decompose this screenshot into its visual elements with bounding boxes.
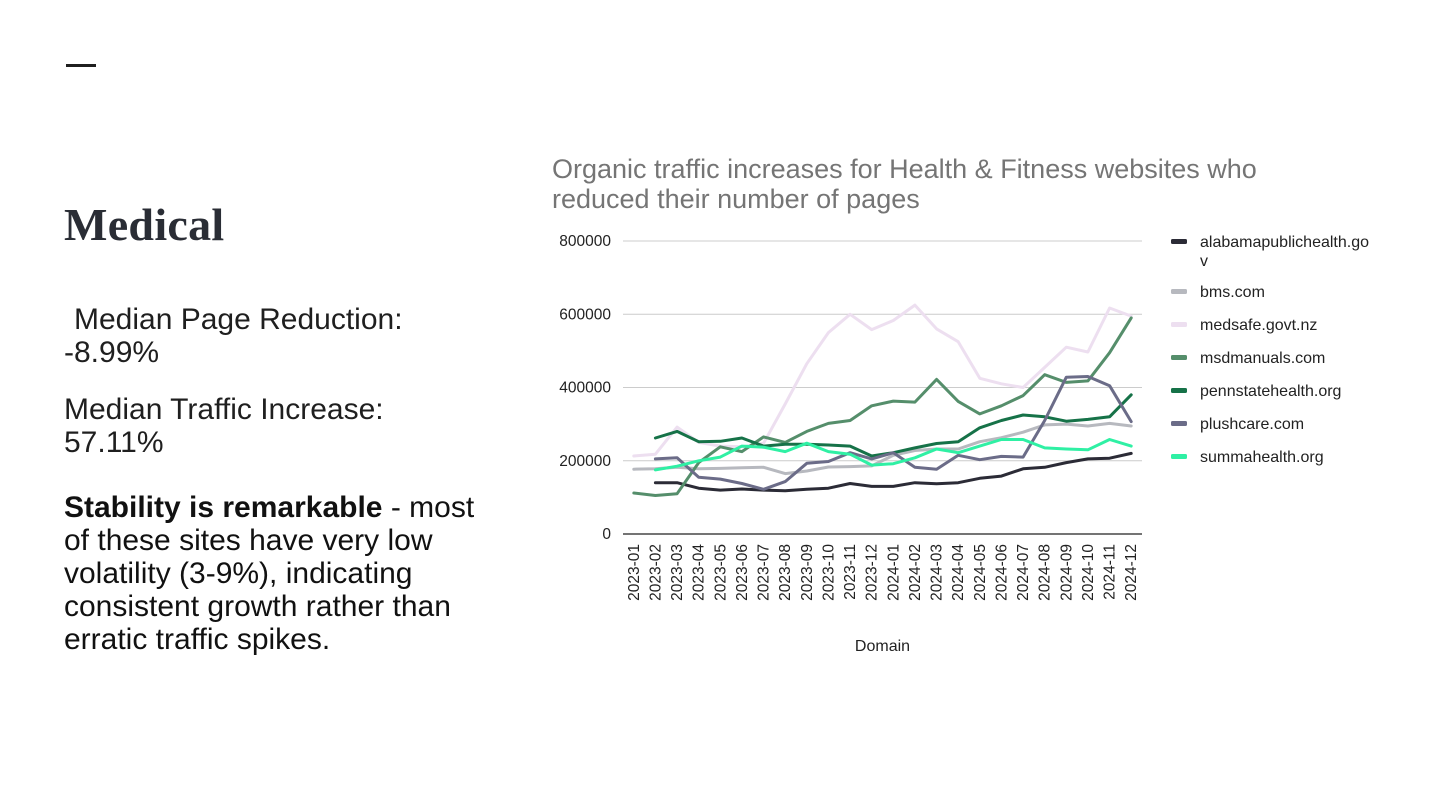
x-tick-label: 2023-02 <box>647 544 664 601</box>
median-traffic-increase: Median Traffic Increase: 57.11% <box>64 393 384 459</box>
x-tick-label: 2023-01 <box>626 544 643 601</box>
median-page-reduction-label: Median Page Reduction: <box>74 303 403 336</box>
median-traffic-increase-value: 57.11% <box>64 426 164 459</box>
y-tick-label: 200000 <box>559 453 611 470</box>
legend-swatch <box>1171 454 1187 459</box>
legend-label: msdmanuals.com <box>1200 350 1325 367</box>
legend-swatch <box>1171 289 1187 294</box>
x-tick-label: 2024-11 <box>1102 544 1119 600</box>
legend-label: pennstatehealth.org <box>1200 383 1341 400</box>
x-tick-label: 2023-03 <box>669 544 686 601</box>
stability-paragraph: Stability is remarkable - most of these … <box>64 491 494 656</box>
legend-label: summahealth.org <box>1200 449 1324 466</box>
x-tick-label: 2023-09 <box>799 544 816 601</box>
legend-label: plushcare.com <box>1200 416 1304 433</box>
x-tick-label: 2024-05 <box>972 544 989 601</box>
x-tick-label: 2023-07 <box>756 544 773 601</box>
x-tick-label: 2023-05 <box>712 544 729 601</box>
series-line <box>632 421 1133 476</box>
x-tick-label: 2023-11 <box>842 544 859 600</box>
legend-swatch <box>1171 322 1187 327</box>
y-tick-label: 600000 <box>559 306 611 323</box>
legend-label: alabamapublichealth.go <box>1200 234 1369 251</box>
x-tick-label: 2024-10 <box>1080 544 1097 601</box>
x-tick-label: 2024-08 <box>1037 544 1054 601</box>
x-tick-label: 2023-12 <box>864 544 881 601</box>
median-page-reduction-value: -8.99% <box>64 336 160 369</box>
median-traffic-increase-label: Median Traffic Increase: <box>64 393 384 426</box>
series-line <box>653 451 1133 493</box>
x-tick-label: 2024-04 <box>950 544 967 601</box>
chart-title-line-1: Organic traffic increases for Health & F… <box>552 154 1257 184</box>
slide-heading: Medical <box>64 199 225 250</box>
title-dash-mark <box>66 64 96 67</box>
legend-swatch <box>1171 388 1187 393</box>
x-tick-label: 2023-04 <box>691 544 708 601</box>
x-tick-label: 2024-09 <box>1058 544 1075 601</box>
legend-label: medsafe.govt.nz <box>1200 317 1317 334</box>
series-line <box>653 438 1133 472</box>
legend-label: bms.com <box>1200 284 1265 301</box>
x-tick-label: 2023-10 <box>820 544 837 601</box>
x-tick-label: 2024-12 <box>1123 544 1140 601</box>
x-tick-label: 2023-06 <box>734 544 751 601</box>
legend-swatch <box>1171 239 1187 244</box>
series-line <box>632 303 1133 458</box>
x-tick-label: 2024-07 <box>1015 544 1032 601</box>
x-tick-label: 2024-06 <box>993 544 1010 601</box>
x-tick-label: 2024-02 <box>907 544 924 601</box>
series-line <box>632 316 1133 497</box>
x-tick-label: 2024-03 <box>929 544 946 601</box>
x-tick-label: 2023-08 <box>777 544 794 601</box>
chart-title-line-2: reduced their number of pages <box>552 184 920 214</box>
legend-label-cont: v <box>1200 253 1208 270</box>
stability-rest: - most of these sites have very low vola… <box>64 491 475 656</box>
y-tick-label: 400000 <box>559 380 611 397</box>
legend-swatch <box>1171 421 1187 426</box>
y-tick-label: 800000 <box>559 233 611 250</box>
series-line <box>653 375 1133 491</box>
stability-bold: Stability is remarkable <box>64 491 383 524</box>
legend-swatch <box>1171 355 1187 360</box>
x-axis-label: Domain <box>855 638 910 655</box>
traffic-line-chart: Organic traffic increases for Health & F… <box>552 154 1369 655</box>
median-page-reduction: Median Page Reduction: -8.99% <box>64 303 403 369</box>
x-tick-label: 2024-01 <box>885 544 902 601</box>
y-tick-label: 0 <box>602 526 611 543</box>
